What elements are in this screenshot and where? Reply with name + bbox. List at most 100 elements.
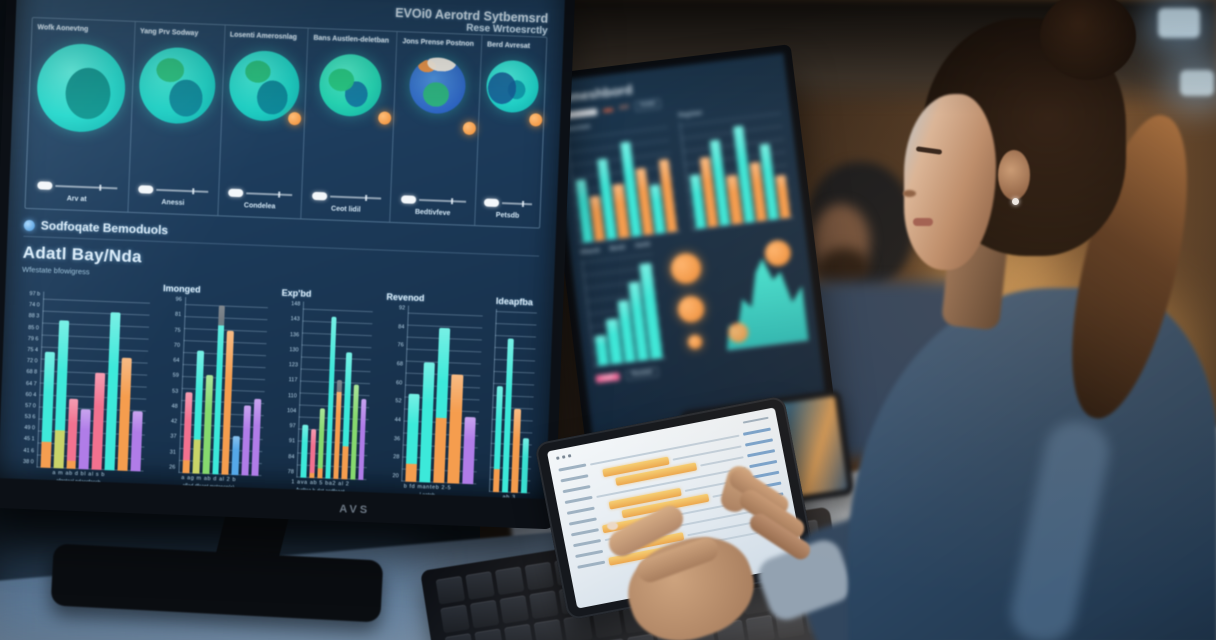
globe-card-label: Ceot lidil [330, 205, 361, 214]
globe-slider [311, 191, 381, 203]
bar-chart-a: 97 b 74 0 88 3 85 0 79 6 75 4 72 0 68 8 64 7 60 4… [14, 278, 150, 489]
keyboard-key [533, 619, 564, 640]
globe-chart [227, 49, 301, 123]
axis-tick-label: 48 [171, 403, 178, 410]
globe-card-title: Losenti Amerosnlag [229, 31, 297, 42]
bubble-chart [660, 245, 719, 358]
bar [300, 424, 308, 478]
axis-tick-label: 143 [290, 316, 300, 323]
axis-tick-label: 110 [287, 392, 297, 399]
bar-chart-c: Exp'bd 148 143 136 130 123 117 110 104 97 91 84 78 … [274, 288, 374, 497]
globe-card-label: Condelea [243, 202, 276, 211]
alert-badge-icon [378, 111, 392, 125]
slider-knob [484, 198, 500, 208]
axis-tick-label: 36 [393, 435, 401, 442]
globe-chart [137, 46, 217, 126]
bar [40, 351, 55, 469]
axis-tick-label: 68 [396, 361, 404, 368]
y-axis-labels: 96 81 75 70 64 59 53 48 42 37 31 26 [156, 296, 182, 473]
right-top-charts: Dastsbeb Regsban [565, 101, 794, 245]
slider-track [502, 202, 532, 206]
axis-tick-label: 53 [171, 388, 179, 395]
axis-tick-label: 44 [394, 417, 401, 424]
bar [201, 375, 213, 475]
left-monitor: EVOi0 Aerotrd Sytbemsrd Rese Wrtoesrctly… [0, 0, 576, 530]
keyboard-key [474, 628, 504, 640]
bar [308, 428, 316, 479]
status-dot-icon [567, 454, 572, 458]
bar [91, 372, 106, 470]
bar-chart-d: Revenod 92 84 76 68 60 52 44 36 28 20 b fd manteb… [379, 292, 483, 499]
bar [241, 405, 252, 476]
globe-card: Berd Avresat Petsdb [475, 35, 546, 227]
chart-body: 92 84 76 68 60 52 44 36 28 20 [379, 305, 483, 485]
globe-chart [408, 56, 467, 115]
axis-tick-label: 49 0 [24, 425, 36, 432]
globe-card-label: Arv at [66, 195, 87, 204]
keyboard-key [494, 566, 525, 596]
bar [231, 436, 241, 476]
globe-slider [138, 185, 209, 196]
axis-tick-label: 85 0 [28, 324, 40, 332]
woman-hair-bun [1040, 0, 1136, 80]
right-bottom-bars [581, 251, 666, 368]
bar [461, 416, 476, 485]
legend-dash-icon [602, 107, 614, 112]
globe-card-title: Bans Austlen-deletban [313, 34, 390, 45]
y-axis-labels: 92 84 76 68 60 52 44 36 28 20 [379, 305, 405, 482]
globe-slider [228, 188, 293, 199]
plot-area [488, 308, 537, 494]
axis-tick-label: 130 [289, 346, 299, 354]
axis-tick-label: 75 4 [27, 346, 39, 354]
chart-body [488, 308, 537, 494]
bar [251, 398, 262, 477]
axis-tick-label: 53 6 [24, 414, 36, 421]
bar-chart-b: Imonged 96 81 75 70 64 59 53 48 42 37 31 26 a ag m … [155, 283, 269, 493]
woman-lips [913, 218, 933, 226]
area-chart-orange-blob [763, 238, 793, 268]
mid-label: Awrtd [634, 241, 651, 250]
slider-track [156, 188, 209, 193]
axis-tick-label: 76 [397, 342, 404, 349]
status-dot-icon [561, 455, 566, 459]
x-axis-labels: ab 3 [502, 494, 516, 500]
axis-tick-label: 88 3 [28, 313, 40, 320]
bar [117, 358, 132, 471]
axis-tick-label: 72 0 [26, 358, 38, 365]
globe-card-label: Petsdb [495, 211, 520, 220]
bar [520, 438, 530, 494]
slider-track [330, 195, 381, 200]
footer-chip: Asdf [595, 372, 621, 384]
plot-area [401, 305, 483, 485]
axis-tick-label: 81 [174, 311, 182, 319]
y-axis-labels: 97 b 74 0 88 3 85 0 79 6 75 4 72 0 68 8 64 7 60 4… [15, 291, 40, 468]
right-bottom-charts [581, 233, 809, 368]
globe-card: Losenti Amerosnlag Condelea [217, 25, 309, 219]
chart-body: 96 81 75 70 64 59 53 48 42 37 31 26 [156, 296, 269, 477]
globe-card-label: Anessi [161, 199, 185, 207]
right-chart-left-plot [565, 123, 681, 245]
globe-slider [36, 181, 118, 192]
globe-card-row: Wofk Aonevtng Arv at Yang Prv Sodway Ane… [24, 16, 548, 229]
axis-tick-label: 20 [392, 473, 399, 480]
axis-tick-label: 136 [289, 331, 300, 338]
footer-chip: Restetd [625, 366, 659, 381]
globe-slider [400, 195, 466, 205]
bar [317, 407, 326, 479]
axis-tick-label: 84 [288, 453, 295, 461]
keyboard-key [503, 623, 534, 640]
axis-tick-label: 74 0 [28, 302, 40, 309]
axis-tick-label: 91 [288, 438, 296, 445]
axis-tick-label: 79 6 [27, 335, 39, 343]
axis-tick-label: 75 [174, 327, 181, 334]
axis-tick-label: 57 0 [25, 402, 37, 410]
bubble [669, 252, 703, 286]
monitor-brand-logo: AVS [339, 503, 371, 517]
axis-tick-label: 78 [287, 469, 294, 476]
left-monitor-screen: EVOi0 Aerotrd Sytbemsrd Rese Wrtoesrctly… [0, 0, 566, 500]
right-chart-right-plot [679, 109, 794, 231]
slider-track [418, 198, 466, 203]
axis-tick-label: 97 [289, 423, 296, 430]
tag-chip: Anteb [634, 98, 661, 112]
chart-body: 97 b 74 0 88 3 85 0 79 6 75 4 72 0 68 8 64 7 60 4… [15, 291, 150, 472]
